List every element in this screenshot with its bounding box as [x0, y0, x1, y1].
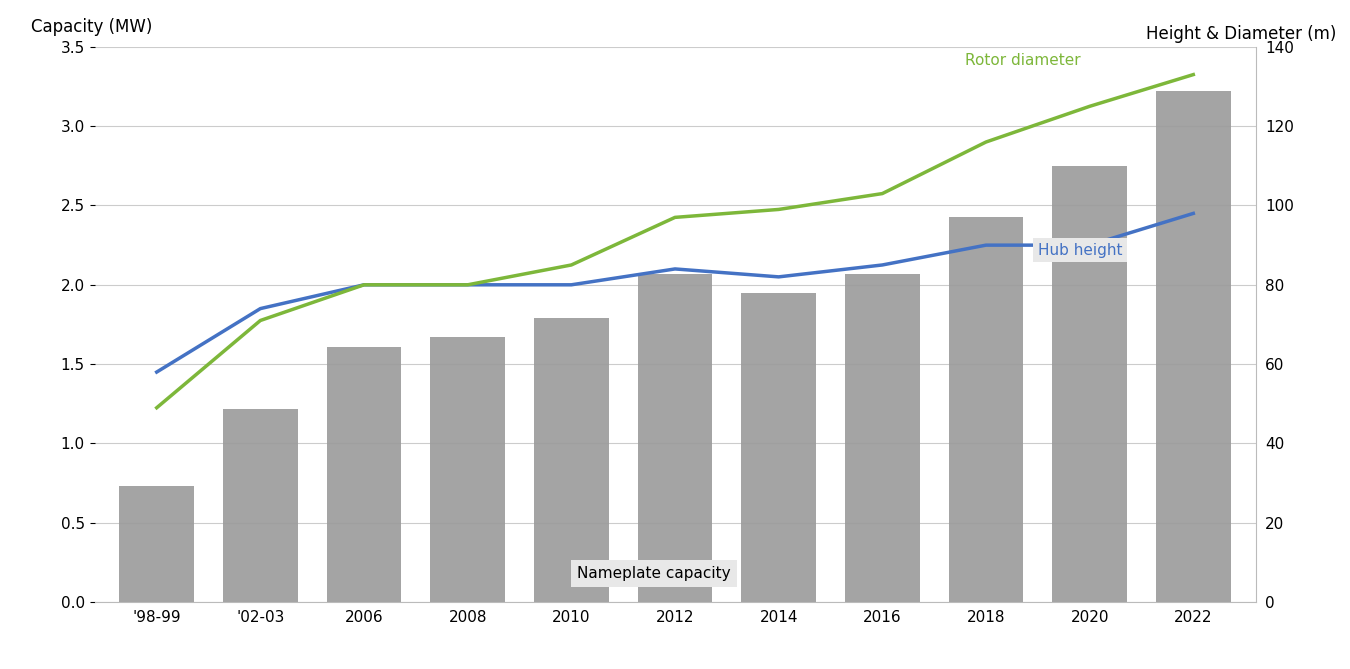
Bar — [845, 274, 919, 602]
Bar — [949, 217, 1023, 602]
Bar — [741, 293, 815, 602]
Bar — [1156, 91, 1231, 602]
Bar — [223, 409, 298, 602]
Bar — [637, 274, 713, 602]
Bar — [327, 347, 401, 602]
Bar — [1053, 166, 1127, 602]
Text: Rotor diameter: Rotor diameter — [965, 53, 1081, 68]
Bar — [119, 486, 194, 602]
Text: Nameplate capacity: Nameplate capacity — [578, 566, 732, 581]
Bar — [431, 337, 505, 602]
Text: Hub height: Hub height — [1038, 243, 1122, 258]
Y-axis label: Capacity (MW): Capacity (MW) — [31, 17, 153, 35]
Bar — [535, 318, 609, 602]
Y-axis label: Height & Diameter (m): Height & Diameter (m) — [1146, 25, 1336, 43]
